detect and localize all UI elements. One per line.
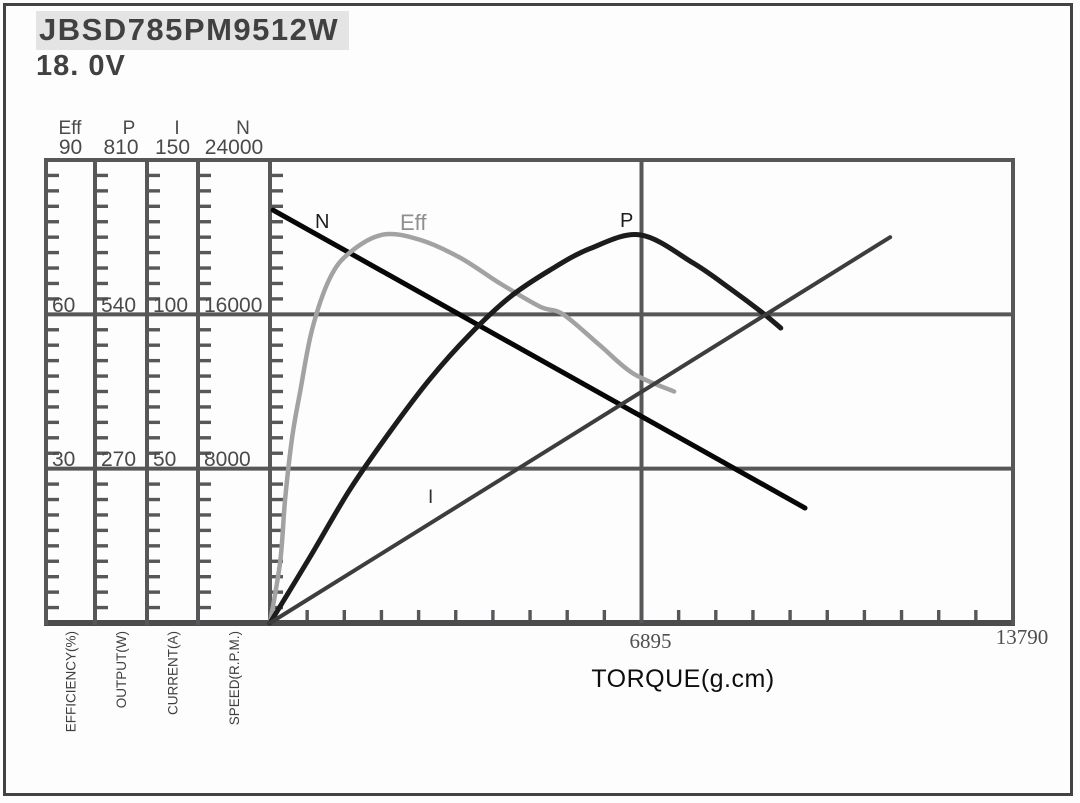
y-axis-header-eff: Eff <box>59 118 83 139</box>
page-border <box>3 3 1073 796</box>
curve-p <box>267 232 784 626</box>
y-axis-max-label-p: 810 <box>103 136 138 159</box>
y-axis-title-i: CURRENT(A) <box>166 631 181 715</box>
y-axis-low-label-i: 50 <box>153 448 176 471</box>
y-axis-low-label-n: 8000 <box>204 448 251 471</box>
y-axis-mid-label-p: 540 <box>101 294 136 317</box>
motor-model-title: JBSD785PM9512W <box>36 11 350 50</box>
voltage-label: 18. 0V <box>36 50 126 82</box>
y-axis-low-label-eff: 30 <box>52 448 75 471</box>
curve-label-eff: Eff <box>400 210 427 235</box>
curve-label-n: N <box>315 211 329 233</box>
curve-label-p: P <box>620 210 633 232</box>
y-axis-header-p: P <box>123 118 136 139</box>
y-axis-title-n: SPEED(R.P.M.) <box>227 631 242 725</box>
y-axis-header-n: N <box>236 118 250 139</box>
y-axis-mid-label-eff: 60 <box>52 294 75 317</box>
y-axis-title-eff: EFFICIENCY(%) <box>64 631 79 732</box>
y-axis-max-label-n: 24000 <box>205 136 263 159</box>
curve-eff <box>267 231 677 626</box>
x-axis-title: TORQUE(g.cm) <box>591 665 774 693</box>
y-axis-header-i: I <box>174 118 179 139</box>
y-axis-low-label-p: 270 <box>101 448 136 471</box>
y-axis-title-p: OUTPUT(W) <box>114 631 129 708</box>
curve-n <box>270 207 808 511</box>
y-axis-mid-label-i: 100 <box>153 294 188 317</box>
x-tick-label-max: 13790 <box>996 625 1049 649</box>
y-axis-max-label-eff: 90 <box>59 136 82 159</box>
curve-i <box>268 235 893 625</box>
y-axis-max-label-i: 150 <box>155 136 190 159</box>
y-axis-mid-label-n: 16000 <box>204 294 262 317</box>
curve-label-i: I <box>428 487 433 508</box>
x-tick-label-mid: 6895 <box>630 629 672 653</box>
